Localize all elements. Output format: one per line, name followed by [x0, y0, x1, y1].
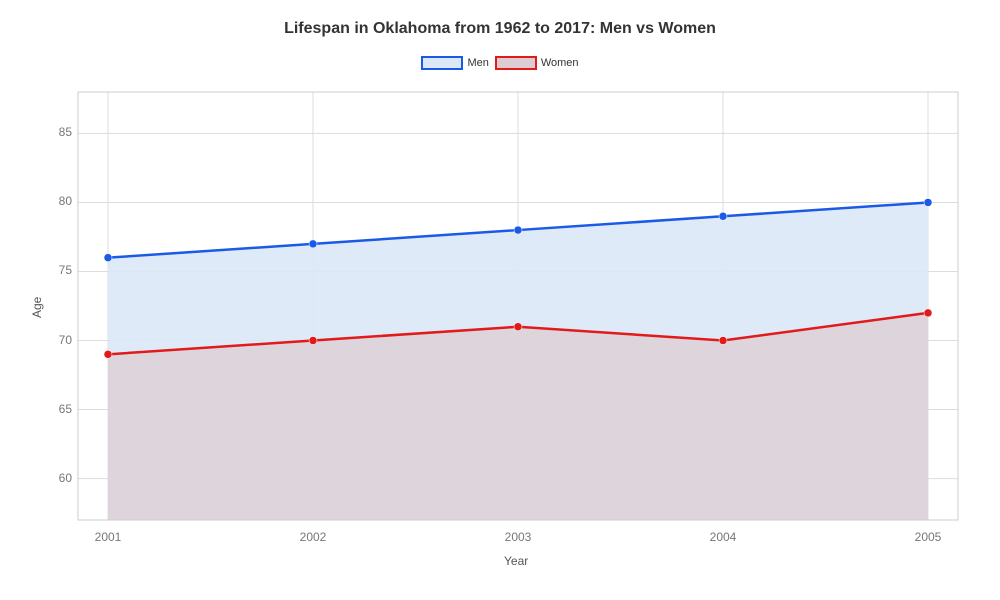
y-tick-label: 65: [50, 402, 72, 416]
legend-swatch-women: [495, 56, 537, 70]
x-tick-label: 2004: [703, 530, 743, 544]
legend-label-men: Men: [467, 57, 488, 69]
x-tick-label: 2005: [908, 530, 948, 544]
legend-item-men: Men: [421, 56, 488, 70]
legend: Men Women: [0, 56, 1000, 70]
y-tick-label: 75: [50, 263, 72, 277]
y-tick-label: 80: [50, 194, 72, 208]
x-axis-label: Year: [504, 554, 528, 568]
chart-title: Lifespan in Oklahoma from 1962 to 2017: …: [0, 0, 1000, 38]
y-tick-label: 85: [50, 125, 72, 139]
y-tick-label: 60: [50, 471, 72, 485]
y-tick-label: 70: [50, 333, 72, 347]
y-axis-label: Age: [30, 297, 44, 318]
x-tick-label: 2002: [293, 530, 333, 544]
legend-swatch-men: [421, 56, 463, 70]
chart-container: Lifespan in Oklahoma from 1962 to 2017: …: [0, 0, 1000, 600]
plot-area: [78, 92, 958, 520]
x-tick-label: 2001: [88, 530, 128, 544]
legend-label-women: Women: [541, 57, 579, 69]
legend-item-women: Women: [495, 56, 579, 70]
x-tick-label: 2003: [498, 530, 538, 544]
